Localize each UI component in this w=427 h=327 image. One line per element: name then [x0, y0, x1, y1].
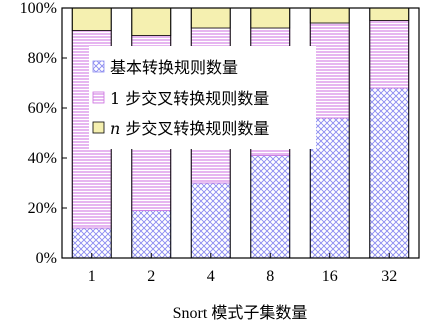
y-tick-label-2: 40% [28, 150, 57, 167]
legend-entry-one-step: 1 步交叉转换规则数量 [92, 89, 269, 108]
legend-label-basic: 基本转换规则数量 [110, 58, 238, 77]
bar-segment-n-step-4 [190, 7, 231, 29]
bar-segment-n-step-1 [71, 7, 112, 31]
bar-segment-n-step-8 [250, 7, 291, 29]
x-tick-label-4: 4 [207, 268, 215, 285]
bar-segment-basic-2 [131, 210, 172, 259]
y-tick-label-3: 60% [28, 100, 57, 117]
y-axis: 0% 20% 40% 60% 80% 100% [20, 0, 67, 267]
y-tick-label-1: 20% [28, 200, 57, 217]
legend-swatch-n-step [92, 121, 105, 134]
x-tick-label-2: 2 [147, 268, 155, 285]
x-axis-title: Snort 模式子集数量 [173, 304, 308, 322]
legend-entry-n-step: n 步交叉转换规则数量 [92, 119, 269, 138]
plot-frame [61, 7, 420, 259]
legend-swatch-basic [92, 60, 105, 73]
legend-label-n-step: n 步交叉转换规则数量 [110, 119, 269, 138]
bar-segment-basic-4 [190, 182, 231, 259]
legend: 基本转换规则数量 1 步交叉转换规则数量 n 步交叉转换规则数量 [89, 46, 316, 149]
bar-segment-basic-16 [309, 117, 350, 259]
bar-segment-basic-8 [250, 155, 291, 259]
y-tick-label-5: 100% [20, 0, 57, 17]
legend-label-n-rest: 步交叉转换规则数量 [120, 119, 269, 138]
x-axis: 1 2 4 8 16 32 [88, 253, 397, 285]
bar-segment-basic-32 [369, 87, 410, 259]
y-tick-label-4: 80% [28, 50, 57, 67]
x-tick-label-8: 8 [266, 268, 274, 285]
legend-swatch-one-step [92, 91, 105, 104]
bar-segment-n-step-16 [309, 7, 350, 24]
bar-segment-n-step-2 [131, 7, 172, 36]
bar-segment-one-step-32 [369, 20, 410, 89]
x-tick-label-1: 1 [88, 268, 96, 285]
legend-label-n-prefix: n [110, 119, 120, 138]
legend-background [89, 46, 316, 149]
legend-entry-basic: 基本转换规则数量 [92, 58, 238, 77]
y-tick-label-0: 0% [36, 250, 57, 267]
x-tick-label-32: 32 [381, 268, 397, 285]
bar-segment-n-step-32 [369, 7, 410, 21]
bar-segment-one-step-16 [309, 22, 350, 119]
x-tick-label-16: 16 [322, 268, 338, 285]
legend-label-one-step: 1 步交叉转换规则数量 [110, 89, 269, 108]
